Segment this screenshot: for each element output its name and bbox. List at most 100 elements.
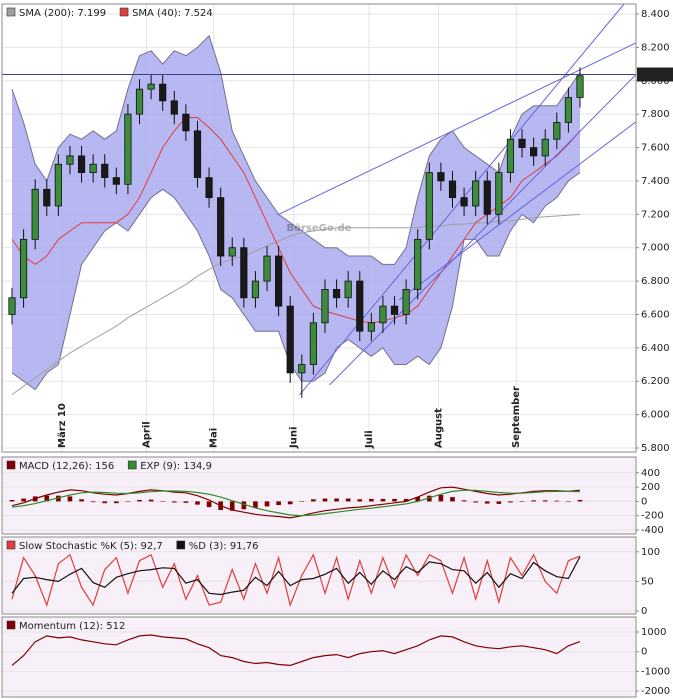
candle-body: [286, 305, 294, 374]
histogram-bar: [322, 498, 328, 502]
x-tick-label: August: [434, 408, 445, 448]
histogram-bar: [392, 498, 397, 502]
candle-body: [170, 100, 178, 115]
candle-body: [402, 289, 410, 315]
histogram-bar: [519, 501, 525, 502]
y-tick-label: 5.800: [641, 443, 670, 454]
candle-body: [541, 138, 549, 157]
candle-body: [193, 130, 202, 178]
candle-body: [240, 247, 248, 299]
y-tick-label: 0: [641, 647, 647, 658]
candle-body: [344, 280, 352, 299]
x-tick-label: Juni: [289, 427, 300, 449]
histogram-bar: [566, 501, 571, 502]
candle-body: [66, 155, 74, 165]
candle-body: [309, 322, 317, 365]
candle-body: [31, 188, 39, 240]
candle-body: [54, 163, 62, 207]
histogram-bar: [229, 501, 235, 511]
histogram-bar: [380, 498, 386, 502]
legend-swatch: [6, 460, 16, 470]
panel-border: [1, 3, 637, 453]
candle-body: [332, 289, 341, 299]
candle-body: [530, 147, 538, 157]
candle-body: [298, 364, 306, 374]
candle-body: [101, 163, 109, 178]
candle-body: [77, 155, 86, 173]
histogram-bar: [577, 499, 583, 502]
histogram-bar: [473, 501, 478, 503]
histogram-bar: [345, 498, 351, 502]
histogram-bar: [369, 498, 374, 502]
candle-body: [425, 172, 433, 240]
y-tick-label: 0: [641, 496, 647, 507]
legend-label: EXP (9): 134,9: [140, 461, 212, 472]
band-upper: [11, 34, 581, 265]
candle-body: [89, 163, 97, 173]
y-tick-label: 7.200: [641, 209, 670, 220]
histogram-bar: [148, 499, 154, 502]
panel-border: [1, 616, 637, 698]
candle-body: [356, 280, 364, 332]
candle-body: [205, 177, 213, 199]
band-area: [12, 35, 580, 390]
histogram-bar: [334, 498, 339, 502]
histogram-bar: [276, 501, 281, 505]
histogram-bar: [21, 498, 26, 502]
histogram-bar: [102, 501, 108, 504]
trendline: [329, 74, 636, 386]
histogram-bar: [160, 501, 166, 502]
plot-area: [2, 472, 636, 531]
candle-body: [217, 197, 225, 257]
y-tick-label: 100: [641, 547, 660, 558]
series-line: [11, 486, 581, 519]
candle-body: [390, 305, 399, 315]
histogram-bar: [426, 495, 432, 502]
panel: BörseGo.de 5.800 6.000 6.200 6.400 6.600 6.800…: [1, 3, 673, 454]
histogram-bar: [531, 500, 536, 502]
series-line: [11, 489, 581, 517]
x-tick-label: März 10: [57, 403, 68, 448]
histogram-bar: [67, 496, 73, 502]
histogram-bar: [171, 501, 177, 503]
series-line: [11, 553, 581, 608]
candle-body: [437, 172, 445, 182]
legend-swatch: [176, 540, 186, 550]
legend-label: Slow Stochastic %K (5): 92,7: [19, 541, 163, 552]
candle-body: [460, 197, 468, 207]
candle-body: [367, 322, 375, 332]
candle-body: [20, 238, 28, 299]
x-tick-label: April: [141, 421, 152, 448]
candle-body: [182, 113, 190, 132]
y-tick-label: 7.400: [641, 176, 670, 187]
x-tick-label: September: [511, 386, 522, 448]
candle-body: [472, 180, 480, 207]
y-tick-label: 1000: [641, 627, 666, 638]
y-tick-label: -1000: [641, 666, 670, 677]
plot-area: [2, 631, 636, 692]
x-tick-label: Mai: [209, 428, 220, 448]
candle-body: [43, 188, 51, 207]
legend-label: SMA (40): 7.524: [132, 8, 213, 19]
legend-swatch: [6, 7, 16, 17]
candle-body: [506, 138, 515, 173]
candle-body: [228, 247, 236, 257]
histogram-bar: [438, 494, 444, 502]
trendline: [398, 121, 636, 301]
candle-body: [263, 255, 271, 282]
y-tick-label: -2000: [641, 686, 670, 697]
histogram-bar: [183, 501, 189, 503]
plot-area: [2, 551, 636, 612]
y-tick-label: 6.800: [641, 276, 670, 287]
histogram-bar: [403, 498, 409, 502]
candle-body: [495, 172, 503, 215]
x-tick-label: Juli: [364, 430, 375, 449]
series-line: [11, 556, 581, 596]
y-tick-label: 50: [641, 576, 654, 587]
histogram-bar: [125, 501, 131, 502]
panel-background: [2, 537, 636, 614]
panel-background: [2, 457, 636, 534]
y-tick-label: 7.800: [641, 109, 670, 120]
histogram-bar: [311, 499, 316, 502]
